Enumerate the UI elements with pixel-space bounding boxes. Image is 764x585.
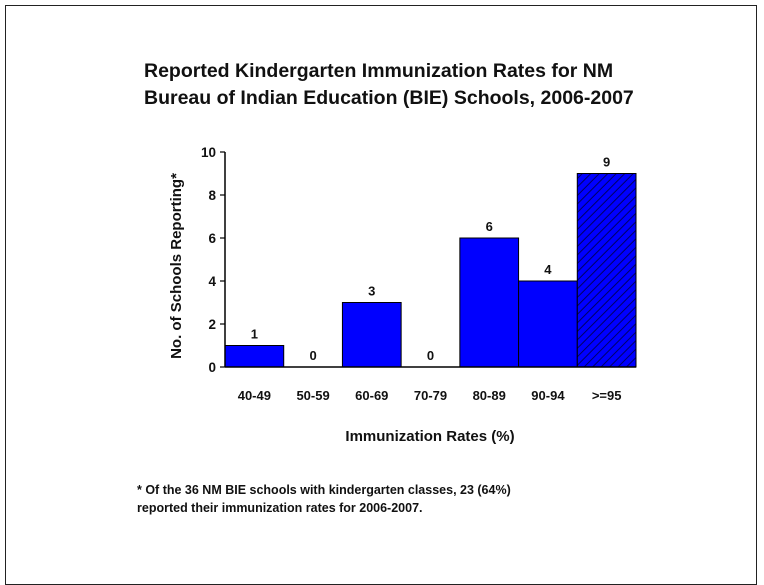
bar-6 <box>518 280 578 368</box>
x-tick-label-5: 80-89 <box>473 388 506 403</box>
footnote-line-1: * Of the 36 NM BIE schools with kinderga… <box>137 483 511 497</box>
bar-1 <box>224 345 285 368</box>
data-label-6: 4 <box>544 262 552 277</box>
data-label-4: 0 <box>427 348 434 363</box>
y-tick-label-5: 8 <box>208 188 216 203</box>
y-tick-label-3: 4 <box>208 274 216 289</box>
y-tick-label-2: 2 <box>208 317 216 332</box>
bar-3 <box>341 302 402 368</box>
y-axis-title: No. of Schools Reporting* <box>168 173 185 359</box>
bar-5 <box>459 237 520 368</box>
chart-title-line-2: Bureau of Indian Education (BIE) Schools… <box>144 87 634 109</box>
y-tick-label-4: 6 <box>208 231 216 246</box>
data-label-2: 0 <box>309 348 316 363</box>
data-label-3: 3 <box>368 284 375 299</box>
data-label-7: 9 <box>603 155 610 170</box>
data-label-1: 1 <box>251 327 258 342</box>
footnote: * Of the 36 NM BIE schools with kinderga… <box>137 481 511 517</box>
x-tick-label-2: 50-59 <box>296 388 329 403</box>
x-tick-label-3: 60-69 <box>355 388 388 403</box>
x-tick-label-7: >=95 <box>592 388 622 403</box>
x-tick-label-4: 70-79 <box>414 388 447 403</box>
y-tick-label-1: 0 <box>208 360 216 375</box>
footnote-line-2: reported their immunization rates for 20… <box>137 501 423 515</box>
y-tick-label-6: 10 <box>201 145 216 160</box>
bar-7 <box>576 173 637 368</box>
x-axis-title: Immunization Rates (%) <box>345 428 514 445</box>
chart-title-line-1: Reported Kindergarten Immunization Rates… <box>144 60 614 82</box>
data-label-5: 6 <box>486 219 493 234</box>
x-tick-label-1: 40-49 <box>238 388 271 403</box>
x-tick-label-6: 90-94 <box>531 388 565 403</box>
chart-title: Reported Kindergarten Immunization Rates… <box>144 58 744 112</box>
